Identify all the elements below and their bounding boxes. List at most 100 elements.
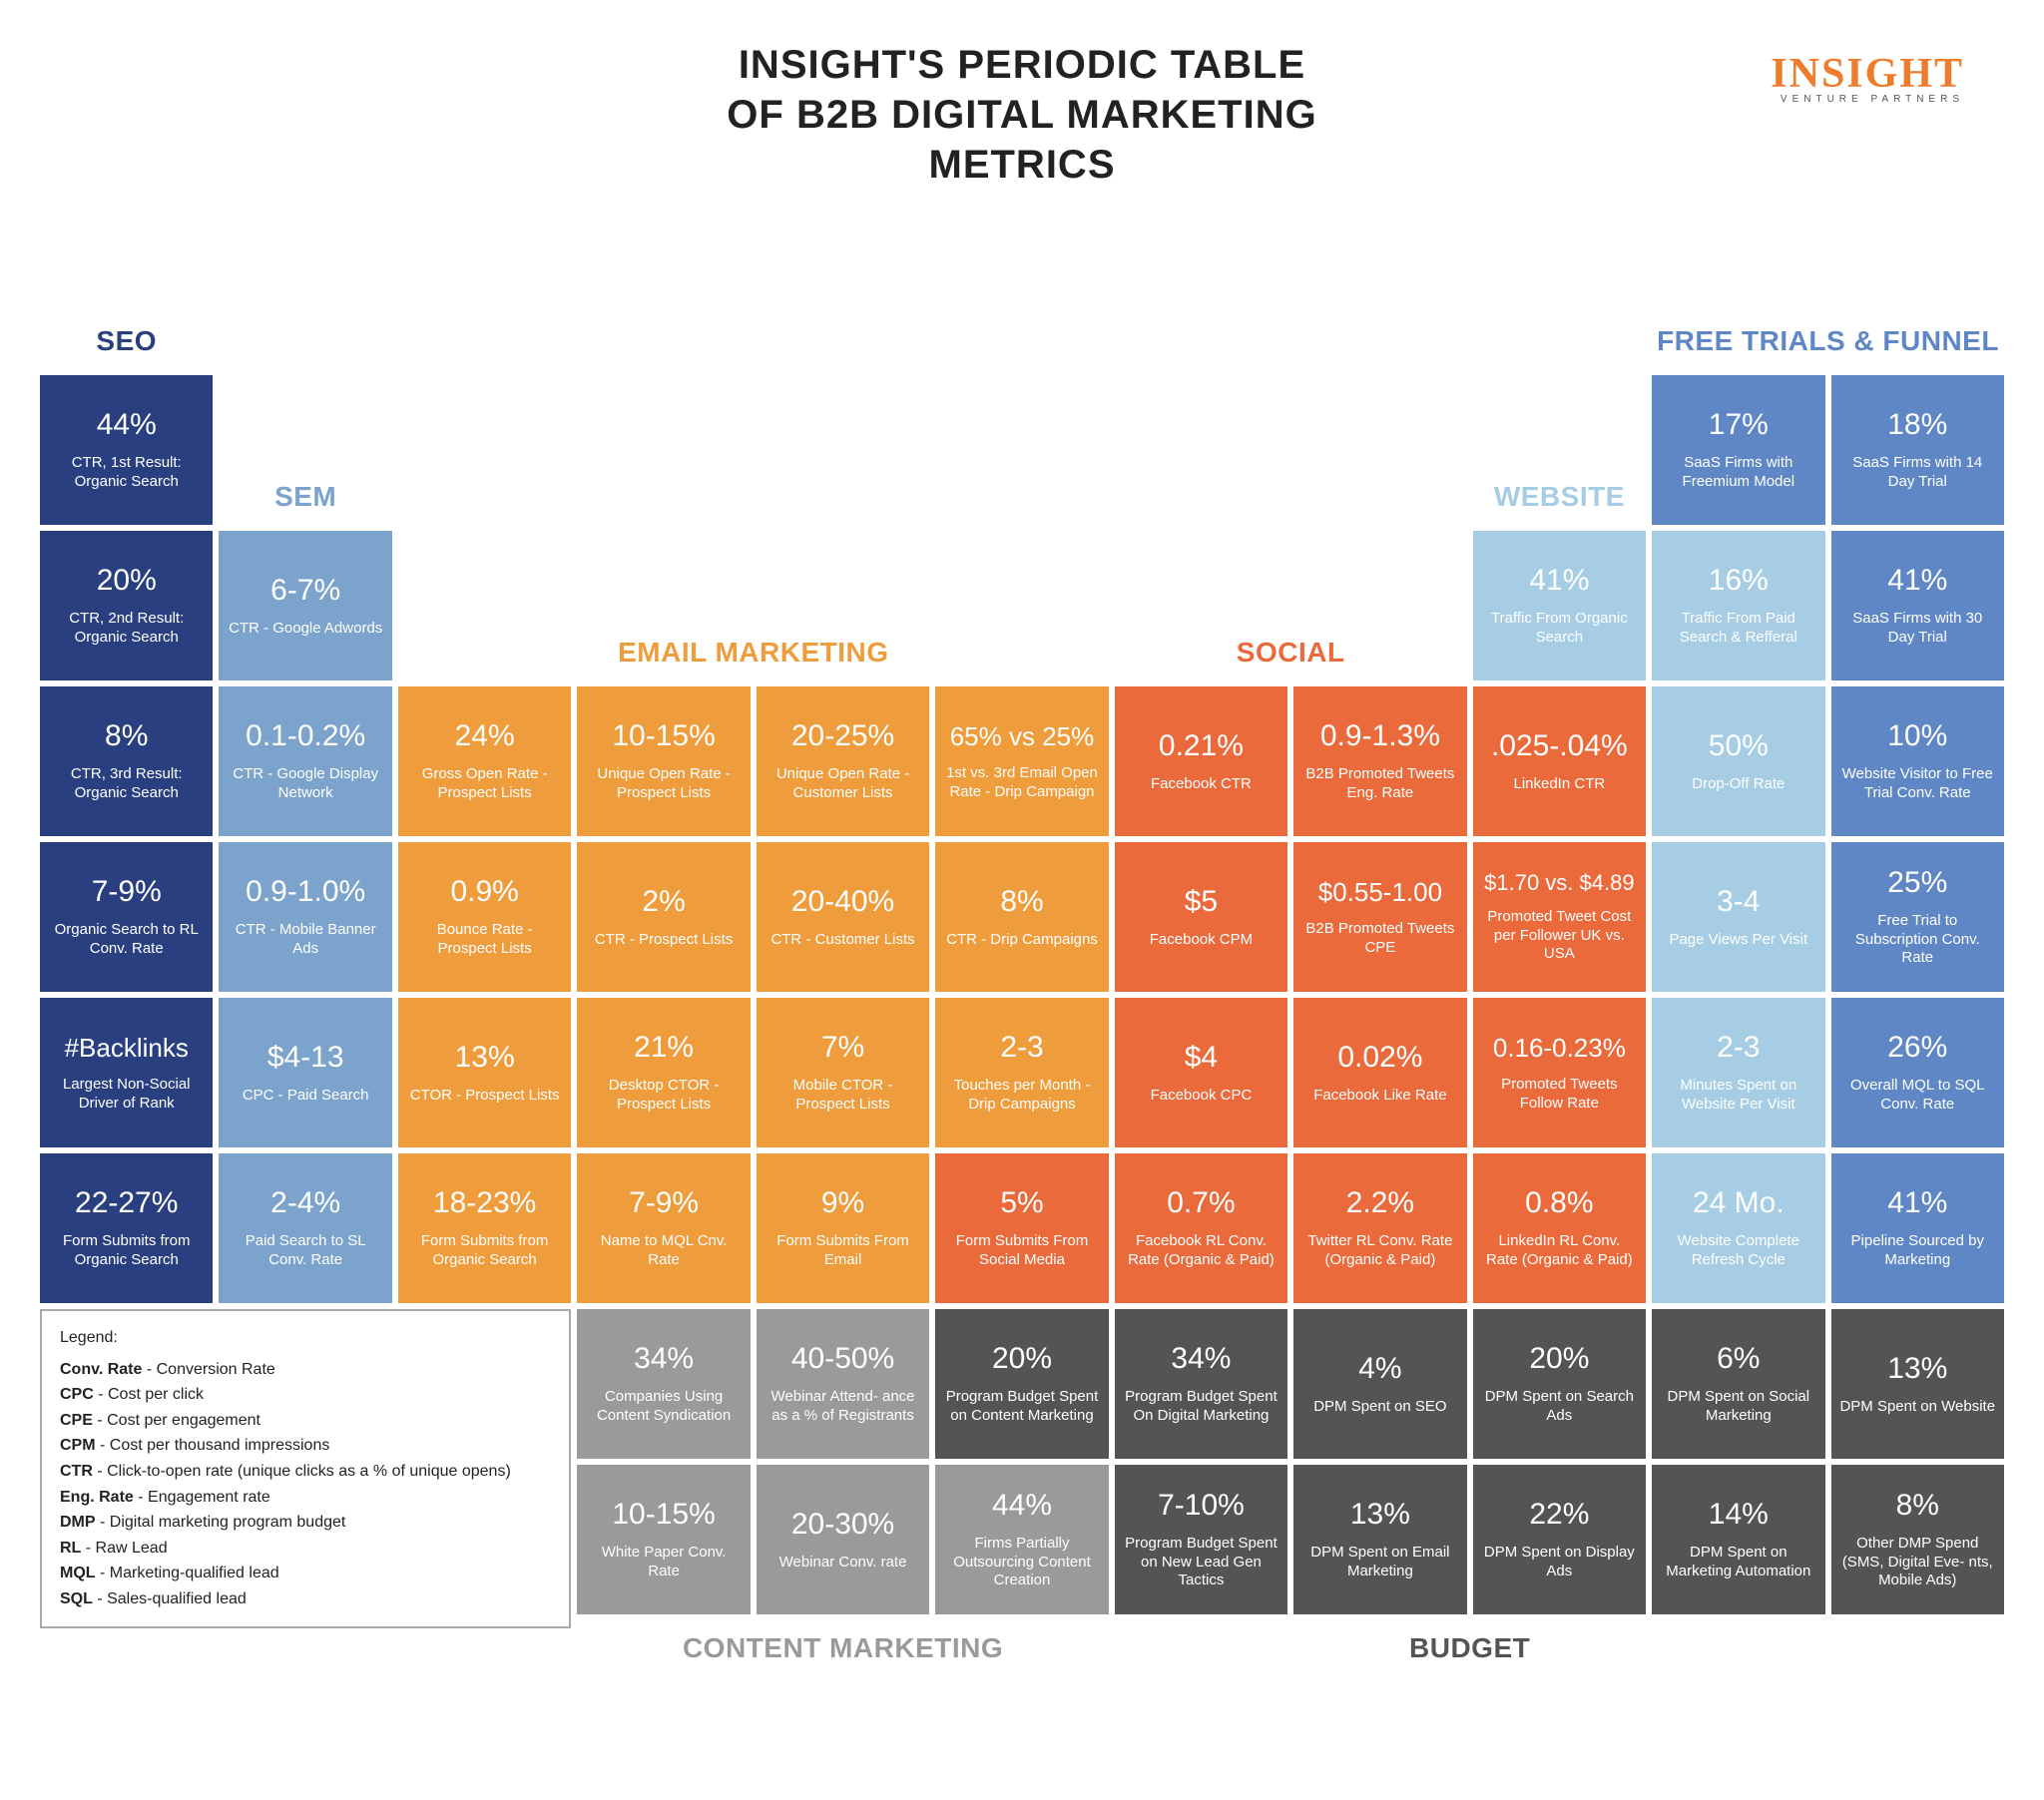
metric-cell: 2-3Touches per Month - Drip Campaigns [935, 998, 1108, 1147]
metric-value: 14% [1709, 1498, 1769, 1532]
metric-label: B2B Promoted Tweets CPE [1301, 920, 1458, 958]
metric-value: 8% [1896, 1489, 1939, 1523]
metric-cell: .025-.04%LinkedIn CTR [1473, 686, 1646, 836]
metric-value: 2-3 [1717, 1031, 1760, 1065]
metric-cell: 7-9% Name to MQL Cnv. Rate [577, 1153, 750, 1303]
metric-cell: 22%DPM Spent on Display Ads [1473, 1465, 1646, 1614]
metric-label: DPM Spent on Email Marketing [1301, 1544, 1458, 1581]
metric-label: CTR - Prospect Lists [595, 931, 733, 950]
title-line-2: OF B2B DIGITAL MARKETING [727, 93, 1316, 137]
metric-label: Drop-Off Rate [1692, 775, 1785, 794]
metric-cell: 13%DPM Spent on Website [1831, 1309, 2004, 1459]
metric-label: Webinar Attend- ance as a % of Registran… [765, 1388, 921, 1426]
metric-cell: 22-27%Form Submits from Organic Search [40, 1153, 213, 1303]
metric-cell: 13% CTOR - Prospect Lists [398, 998, 571, 1147]
legend-row: CPC - Cost per click [60, 1382, 551, 1408]
metric-cell: 21%Desktop CTOR - Prospect Lists [577, 998, 750, 1147]
metric-cell: 40-50% Webinar Attend- ance as a % of Reg… [757, 1309, 929, 1459]
metric-cell: 20-30%Webinar Conv. rate [757, 1465, 929, 1614]
metric-cell: 2.2%Twitter RL Conv. Rate (Organic & Pai… [1293, 1153, 1466, 1303]
metric-cell: 13%DPM Spent on Email Marketing [1293, 1465, 1466, 1614]
metric-label: CTR - Drip Campaigns [946, 931, 1098, 950]
metric-value: 41% [1887, 1186, 1947, 1220]
metric-value: 7-10% [1158, 1489, 1245, 1523]
metric-value: 13% [455, 1041, 515, 1075]
metric-value: 8% [1000, 885, 1043, 919]
metric-value: 10% [1887, 719, 1947, 753]
metric-label: Touches per Month - Drip Campaigns [943, 1077, 1100, 1115]
metric-label: Firms Partially Outsourcing Content Crea… [943, 1535, 1100, 1590]
metric-label: Page Views Per Visit [1669, 931, 1807, 950]
section-label-seo: SEO [40, 220, 213, 369]
metric-label: Name to MQL Cnv. Rate [585, 1232, 742, 1270]
metric-label: Free Trial to Subscription Conv. Rate [1839, 912, 1996, 968]
metric-label: SaaS Firms with 14 Day Trial [1839, 454, 1996, 492]
metric-label: 1st vs. 3rd Email Open Rate - Drip Campa… [943, 764, 1100, 802]
metric-value: 0.02% [1337, 1041, 1422, 1075]
legend-row: CPE - Cost per engagement [60, 1408, 551, 1434]
metric-value: 22% [1529, 1498, 1589, 1532]
metric-label: Pipeline Sourced by Marketing [1839, 1232, 1996, 1270]
metric-cell: 7-10% Program Budget Spent on New Lead Ge… [1115, 1465, 1287, 1614]
metric-value: 7-9% [92, 875, 162, 909]
metric-value: 7-9% [629, 1186, 699, 1220]
metric-value: 6% [1717, 1342, 1760, 1376]
periodic-grid: SEOSEMEMAIL MARKETINGSOCIALWEBSITEFREE T… [40, 220, 2004, 1770]
metric-label: Unique Open Rate - Customer Lists [765, 765, 921, 803]
metric-label: Traffic From Organic Search [1481, 610, 1638, 648]
metric-label: CTR - Mobile Banner Ads [227, 921, 383, 959]
legend-row: DMP - Digital marketing program budget [60, 1510, 551, 1536]
metric-value: 21% [634, 1031, 694, 1065]
metric-label: CTOR - Prospect Lists [410, 1087, 560, 1106]
metric-cell: 10-15%Unique Open Rate - Prospect Lists [577, 686, 750, 836]
metric-cell: 5%Form Submits From Social Media [935, 1153, 1108, 1303]
metric-cell: $4-13CPC - Paid Search [219, 998, 391, 1147]
metric-value: 0.9% [450, 875, 518, 909]
metric-cell: 20-25%Unique Open Rate - Customer Lists [757, 686, 929, 836]
metric-value: 65% vs 25% [950, 721, 1095, 752]
metric-label: B2B Promoted Tweets Eng. Rate [1301, 765, 1458, 803]
metric-label: Facebook CPC [1151, 1087, 1253, 1106]
metric-value: 0.9-1.0% [246, 875, 365, 909]
metric-value: 16% [1709, 564, 1769, 598]
metric-value: 40-50% [791, 1342, 894, 1376]
metric-label: Promoted Tweets Follow Rate [1481, 1076, 1638, 1114]
metric-label: Form Submits from Organic Search [48, 1232, 205, 1270]
metric-cell: 8% Other DMP Spend (SMS, Digital Eve- nts… [1831, 1465, 2004, 1614]
metric-value: .025-.04% [1491, 729, 1628, 763]
title-line-1: INSIGHT'S PERIODIC TABLE [739, 43, 1305, 87]
metric-cell: 4%DPM Spent on SEO [1293, 1309, 1466, 1459]
metric-value: 5% [1000, 1186, 1043, 1220]
metric-label: Other DMP Spend (SMS, Digital Eve- nts, … [1839, 1535, 1996, 1590]
metric-label: White Paper Conv. Rate [585, 1544, 742, 1581]
metric-value: 34% [634, 1342, 694, 1376]
metric-label: Paid Search to SL Conv. Rate [227, 1232, 383, 1270]
metric-value: 24% [455, 719, 515, 753]
metric-cell: $4Facebook CPC [1115, 998, 1287, 1147]
metric-cell: 0.8% LinkedIn RL Conv. Rate (Organic & Pa… [1473, 1153, 1646, 1303]
metric-value: 26% [1887, 1031, 1947, 1065]
metric-value: 0.16-0.23% [1493, 1033, 1626, 1064]
metric-value: 20% [992, 1342, 1052, 1376]
section-label-budget: BUDGET [1293, 1620, 1646, 1770]
metric-value: 13% [1887, 1352, 1947, 1386]
metric-label: Program Budget Spent on New Lead Gen Tac… [1123, 1535, 1279, 1590]
metric-value: 17% [1709, 408, 1769, 442]
legend-row: RL - Raw Lead [60, 1536, 551, 1562]
page-title: INSIGHT'S PERIODIC TABLE OF B2B DIGITAL … [40, 40, 2004, 190]
section-label-content: CONTENT MARKETING [577, 1620, 1108, 1770]
metric-value: 18-23% [433, 1186, 536, 1220]
metric-label: LinkedIn RL Conv. Rate (Organic & Paid) [1481, 1232, 1638, 1270]
metric-cell: 20%DPM Spent on Search Ads [1473, 1309, 1646, 1459]
metric-value: 41% [1529, 564, 1589, 598]
metric-label: Facebook CTR [1151, 775, 1252, 794]
metric-value: 0.8% [1525, 1186, 1593, 1220]
metric-cell: 41% Pipeline Sourced by Marketing [1831, 1153, 2004, 1303]
metric-label: Gross Open Rate - Prospect Lists [406, 765, 563, 803]
metric-cell: 24% Gross Open Rate - Prospect Lists [398, 686, 571, 836]
metric-cell: 14%DPM Spent on Marketing Automation [1652, 1465, 1824, 1614]
section-label-social: SOCIAL [1115, 531, 1467, 680]
metric-value: 10-15% [612, 1498, 715, 1532]
legend-row: CPM - Cost per thousand impressions [60, 1433, 551, 1459]
metric-cell: 2-4%Paid Search to SL Conv. Rate [219, 1153, 391, 1303]
